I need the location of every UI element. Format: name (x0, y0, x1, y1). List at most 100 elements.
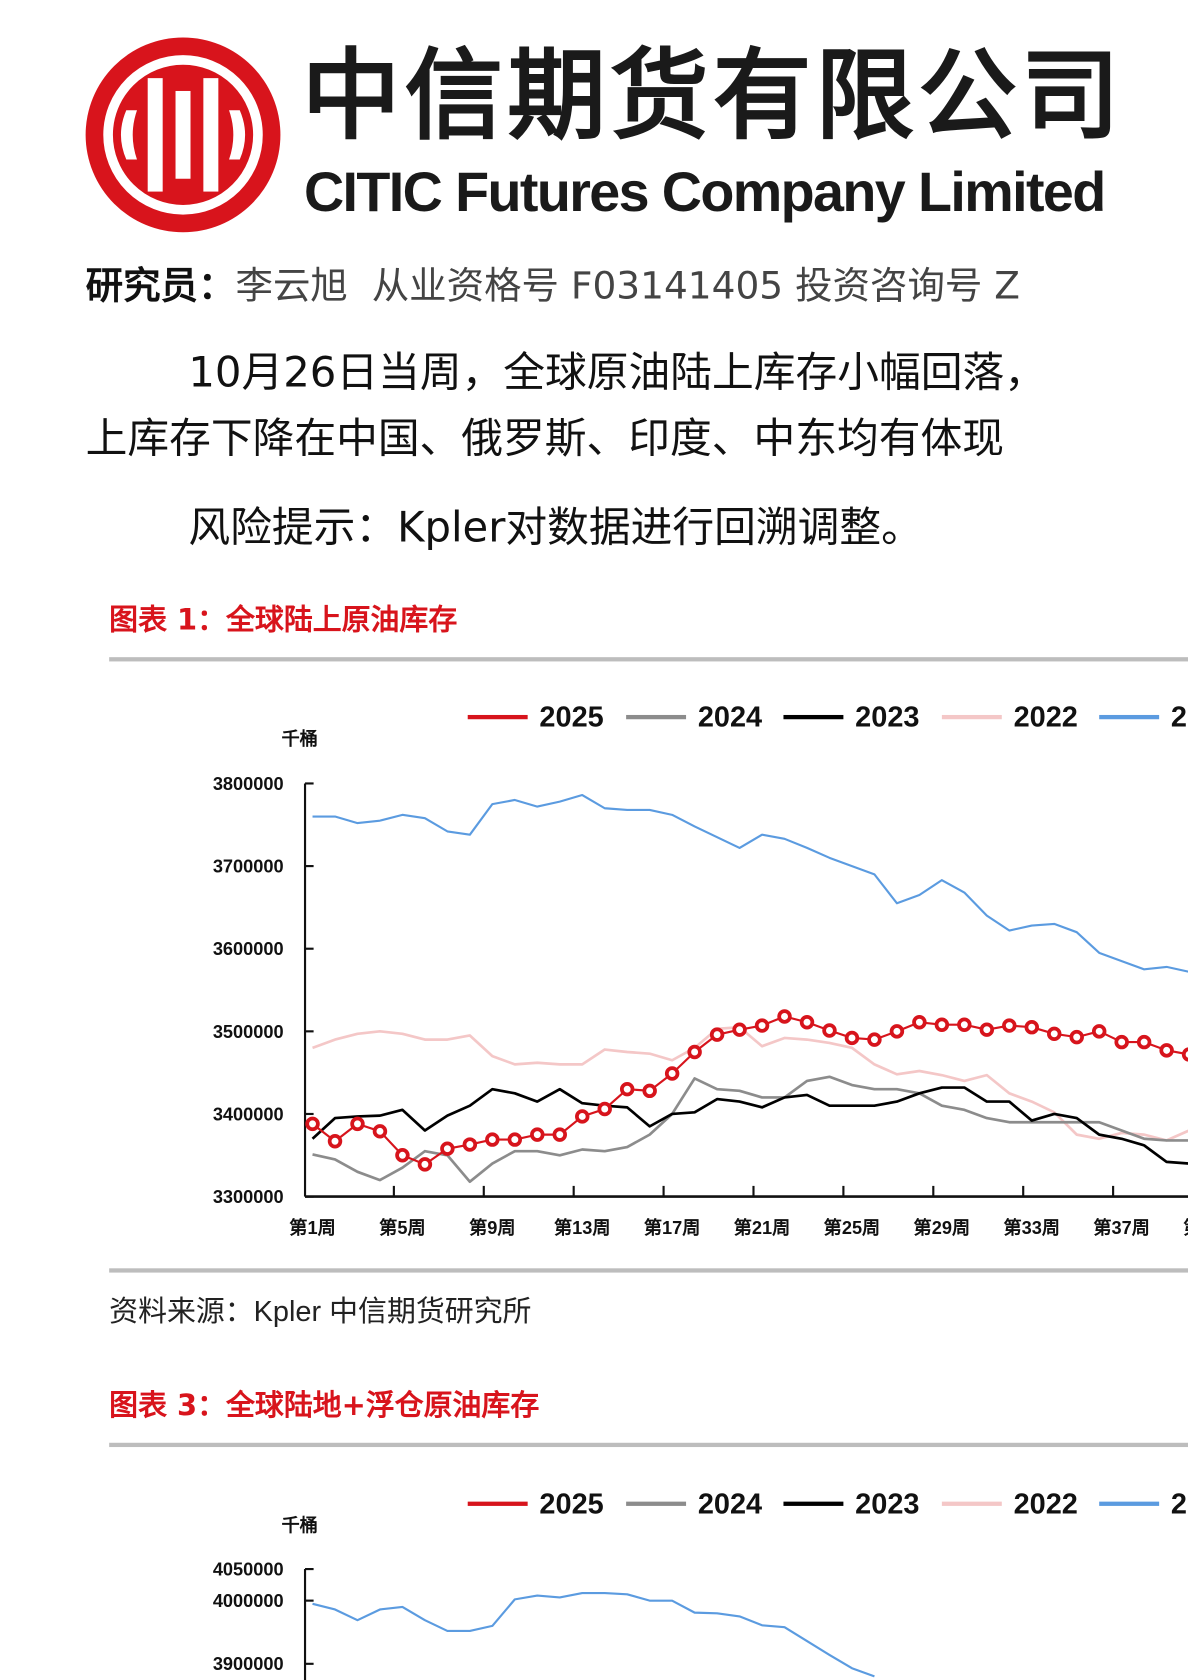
legend-swatch (941, 714, 1002, 720)
x-tick-label: 第1周 (289, 1217, 336, 1238)
y-tick-label: 3500000 (213, 1022, 284, 1042)
data-point-2025 (305, 1116, 320, 1132)
y-tick-label: 3400000 (213, 1104, 284, 1124)
qualification-number: 从业资格号 F03141405 (371, 265, 784, 309)
legend-swatch (467, 714, 528, 720)
data-point-2025 (732, 1022, 747, 1037)
legend-label: 2025 (539, 700, 604, 733)
researcher-line: 研究员：李云旭 从业资格号 F03141405 投资咨询号 Z (86, 261, 1020, 312)
company-name-en: CITIC Futures Company Limited (303, 161, 1106, 224)
legend-2025: 2025 (467, 698, 604, 737)
figure-3-title: 图表 3：全球陆地+浮仓原油库存 (109, 1389, 540, 1423)
y-tick-label: 4050000 (213, 1559, 284, 1579)
legend-2024: 2024 (626, 1485, 762, 1524)
legend-label: 2024 (697, 700, 763, 733)
legend-swatch (783, 1501, 844, 1506)
data-point-2025 (597, 1101, 612, 1117)
y-tick-label: 3300000 (213, 1187, 284, 1207)
citic-logo (85, 37, 281, 233)
data-point-2025 (1024, 1019, 1039, 1035)
data-point-2025 (1136, 1034, 1152, 1050)
x-tick-label: 第25周 (824, 1217, 881, 1238)
figure-3-top-rule (109, 1442, 1188, 1448)
risk-warning: 风险提示：Kpler对数据进行回溯调整。 (188, 504, 923, 553)
legend-2023: 2023 (783, 698, 919, 737)
legend-2021: 2021 (1099, 698, 1188, 737)
data-point-2025 (462, 1137, 478, 1152)
legend-swatch (1099, 1501, 1160, 1506)
series-line-2025 (311, 1015, 1188, 1166)
data-point-2025 (440, 1141, 455, 1156)
figure-1-bottom-rule (109, 1268, 1188, 1273)
legend-swatch (626, 1501, 687, 1506)
data-point-2025 (754, 1018, 770, 1033)
data-point-2025 (642, 1083, 657, 1099)
legend-label: 2025 (539, 1487, 604, 1520)
legend-swatch (467, 1501, 528, 1506)
legend-label: 2022 (1013, 1487, 1078, 1520)
data-point-2025 (822, 1023, 837, 1038)
data-point-2025 (889, 1024, 905, 1039)
figure-1-legend: 2025 2024 2023 2022 2021 (0, 698, 1188, 737)
figure-1-unit: 千桶 (281, 728, 318, 751)
y-tick-label: 3900000 (213, 1654, 284, 1674)
consult-number: 投资咨询号 Z (795, 265, 1020, 309)
series-line-2024 (312, 1075, 1188, 1184)
series-line-2021 (312, 1591, 875, 1678)
legend-label: 2022 (1013, 700, 1078, 733)
data-point-2025 (1069, 1029, 1084, 1045)
data-point-2025 (1002, 1018, 1017, 1033)
legend-2021: 2021 (1099, 1485, 1188, 1524)
x-tick-label: 第5周 (379, 1217, 426, 1238)
y-tick-label: 3700000 (213, 857, 284, 877)
data-point-2025 (372, 1124, 388, 1139)
figure-1-top-rule (109, 657, 1188, 662)
legend-2025: 2025 (467, 1485, 604, 1524)
data-point-2025 (350, 1116, 365, 1132)
legend-label: 2023 (855, 700, 920, 733)
researcher-label: 研究员： (85, 265, 236, 309)
legend-swatch (1099, 714, 1160, 720)
data-point-2025 (912, 1015, 927, 1030)
series-line-2022 (312, 1025, 1188, 1142)
legend-2023: 2023 (783, 1485, 919, 1524)
data-point-2025 (1091, 1024, 1107, 1039)
figure-1-title: 图表 1：全球陆上原油库存 (109, 603, 458, 637)
data-point-2025 (395, 1148, 410, 1163)
y-tick-label: 3800000 (213, 774, 284, 794)
data-point-2025 (530, 1127, 545, 1142)
legend-swatch (783, 714, 844, 720)
data-point-2025 (575, 1109, 590, 1124)
data-point-2025 (709, 1027, 725, 1042)
data-point-2025 (417, 1157, 433, 1172)
legend-label: 2024 (697, 1487, 763, 1520)
legend-2022: 2022 (941, 1485, 1078, 1524)
x-tick-label: 第33周 (1003, 1217, 1060, 1238)
data-point-2025 (799, 1015, 815, 1030)
x-tick-label: 第37周 (1093, 1217, 1150, 1238)
legend-label: 2021 (1170, 700, 1188, 733)
data-point-2025 (934, 1017, 950, 1032)
data-point-2025 (867, 1032, 882, 1047)
data-point-2025 (664, 1066, 680, 1081)
x-tick-label: 第13周 (554, 1217, 611, 1238)
company-name-cn: 中信期货有限公司 (301, 37, 1124, 154)
legend-label: 2021 (1170, 1487, 1188, 1520)
paragraph-line-2: 上库存下降在中国、俄罗斯、印度、中东均有体现 (85, 415, 1004, 464)
data-point-2025 (777, 1009, 792, 1024)
figure-3-legend: 2025 2024 2023 2022 2021 (0, 1485, 1188, 1524)
legend-swatch (941, 1501, 1002, 1506)
data-point-2025 (957, 1017, 972, 1032)
data-point-2025 (1159, 1043, 1174, 1058)
series-line-2021 (312, 793, 1188, 973)
data-point-2025 (619, 1081, 635, 1097)
figure-1-source: 资料来源：Kpler 中信期货研究所 (109, 1295, 532, 1328)
series-line-2023 (311, 1086, 1188, 1165)
data-point-2025 (844, 1030, 860, 1046)
x-tick-label: 第29周 (914, 1217, 971, 1238)
x-tick-label: 第41周 (1183, 1217, 1188, 1238)
x-tick-label: 第17周 (644, 1217, 701, 1238)
